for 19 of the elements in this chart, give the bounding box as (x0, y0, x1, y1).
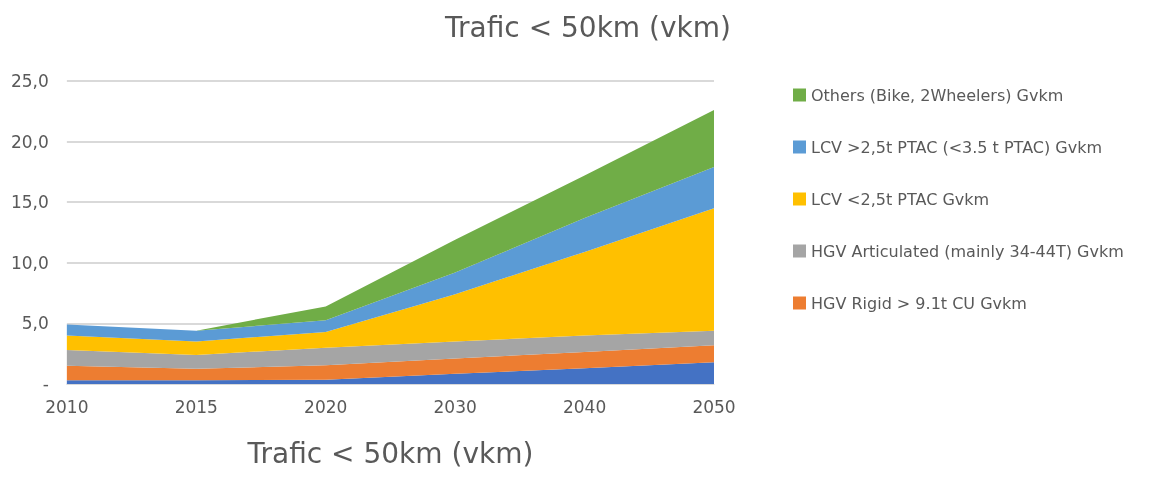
legend-label: Others (Bike, 2Wheelers) Gvkm (811, 85, 1064, 105)
x-axis-title: Trafic < 50km (vkm) (246, 436, 534, 470)
y-tick-label: - (42, 374, 49, 394)
chart-title: Trafic < 50km (vkm) (444, 10, 731, 44)
legend-label: HGV Articulated (mainly 34-44T) Gvkm (811, 241, 1124, 261)
x-tick-label: 2010 (45, 396, 89, 417)
legend-label: HGV Rigid > 9.1t CU Gvkm (811, 293, 1027, 313)
legend-label: LCV <2,5t PTAC Gvkm (811, 189, 990, 209)
y-tick-label: 5,0 (21, 313, 49, 334)
x-tick-label: 2015 (174, 396, 218, 417)
y-tick-label: 15,0 (10, 192, 49, 213)
y-tick-label: 25,0 (10, 71, 49, 91)
x-tick-label: 2040 (562, 396, 607, 417)
legend-label: LCV >2,5t PTAC (<3.5 t PTAC) Gvkm (811, 137, 1103, 157)
x-tick-label: 2020 (304, 396, 348, 417)
x-tick-label: 2050 (692, 396, 736, 417)
y-tick-label: 10,0 (10, 252, 49, 273)
x-tick-label: 2030 (433, 396, 477, 417)
y-tick-label: 20,0 (10, 131, 49, 152)
